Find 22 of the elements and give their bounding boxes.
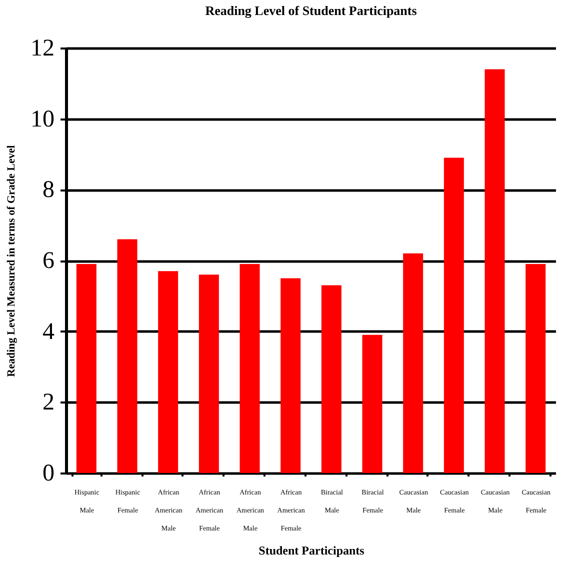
bar <box>444 158 464 473</box>
y-tick-label: 8 <box>42 177 54 204</box>
y-tick-label: 0 <box>42 460 54 486</box>
y-axis-title: Reading Level Measured in terms of Grade Level <box>6 145 18 377</box>
bar <box>158 271 178 473</box>
bar <box>526 264 546 473</box>
y-tick-label: 6 <box>42 248 54 274</box>
bar <box>117 239 138 473</box>
x-axis-title: Student Participants <box>258 544 365 558</box>
bar <box>76 264 96 473</box>
y-tick-label: 4 <box>42 318 54 345</box>
bar <box>403 253 424 473</box>
bar <box>198 274 219 473</box>
bar <box>240 264 260 473</box>
chart-title: Reading Level of Student Participants <box>205 3 417 18</box>
bar <box>280 278 301 473</box>
y-tick-label: 2 <box>42 390 54 416</box>
bar <box>321 285 342 473</box>
y-tick-label: 10 <box>30 106 54 132</box>
bar <box>484 69 505 473</box>
y-tick-label: 12 <box>30 36 54 62</box>
bar <box>362 334 382 473</box>
